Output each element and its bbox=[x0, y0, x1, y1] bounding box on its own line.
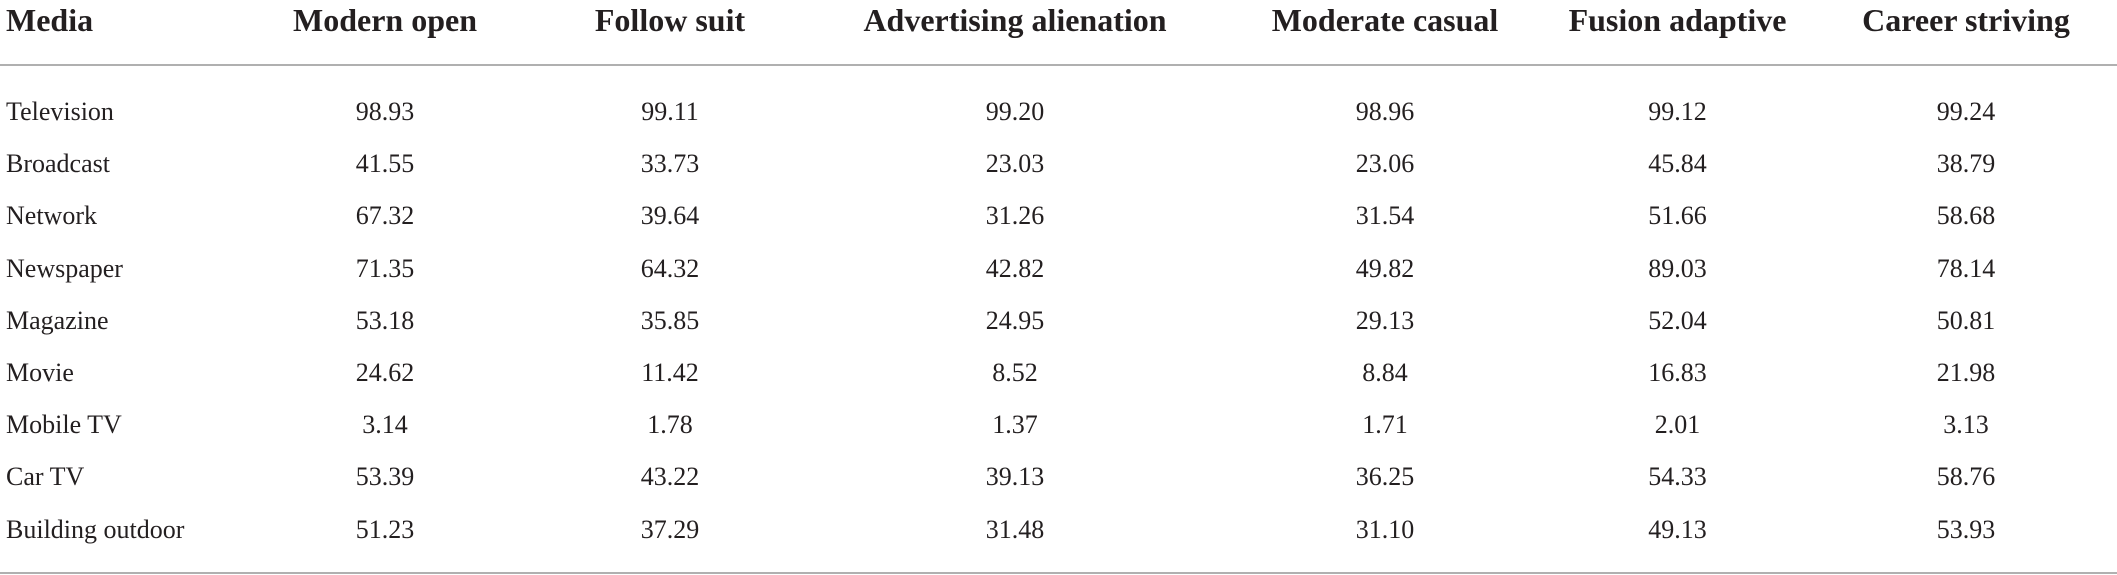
table-header-row: Media Modern open Follow suit Advertisin… bbox=[0, 0, 2117, 66]
table-cell-value: 36.25 bbox=[1355, 462, 1415, 492]
table-cell-value: 67.32 bbox=[355, 201, 415, 231]
table-cell-value: 52.04 bbox=[1648, 305, 1707, 335]
table-row: Building outdoor 51.23 37.29 31.48 31.10 49.1… bbox=[0, 503, 2117, 574]
table-cell-value: 39.13 bbox=[985, 462, 1045, 492]
row-label-media: Broadcast bbox=[6, 149, 110, 179]
table-cell-value: 45.84 bbox=[1648, 149, 1707, 179]
table-cell-value: 49.82 bbox=[1355, 253, 1415, 283]
table-cell-value: 42.82 bbox=[985, 253, 1045, 283]
table-cell-value: 3.13 bbox=[1943, 410, 1989, 440]
table-row: Magazine 53.18 35.85 24.95 29.13 52.04 50.81 bbox=[0, 295, 2117, 347]
table-cell-value: 99.20 bbox=[985, 97, 1045, 127]
table-cell-value: 2.01 bbox=[1654, 410, 1701, 440]
table-cell-value: 1.37 bbox=[992, 410, 1038, 440]
table-cell-value: 24.62 bbox=[355, 358, 415, 388]
table-cell-value: 33.73 bbox=[640, 149, 700, 179]
table-cell-value: 99.11 bbox=[641, 97, 699, 127]
row-label-media: Building outdoor bbox=[0, 503, 230, 574]
table-cell-value: 1.78 bbox=[647, 410, 693, 440]
row-label-media: Network bbox=[6, 201, 97, 231]
table-cell-value: 41.55 bbox=[355, 149, 415, 179]
table-cell-value: 23.03 bbox=[985, 149, 1045, 179]
table-cell-value: 23.06 bbox=[1355, 149, 1415, 179]
table-cell-value: 3.14 bbox=[362, 410, 408, 440]
column-header-follow-suit: Follow suit bbox=[540, 0, 800, 66]
row-label-media: Magazine bbox=[6, 305, 109, 335]
table-cell-value: 89.03 bbox=[1648, 253, 1707, 283]
table-cell-value: 54.33 bbox=[1648, 462, 1707, 492]
table-cell-value: 31.54 bbox=[1355, 201, 1415, 231]
table-cell-value: 78.14 bbox=[1936, 253, 1996, 283]
table-cell-value: 58.68 bbox=[1936, 201, 1996, 231]
table-cell-value: 11.42 bbox=[641, 358, 699, 388]
table-cell-value: 53.18 bbox=[355, 305, 415, 335]
table-cell-value: 71.35 bbox=[355, 253, 415, 283]
table-cell-value: 21.98 bbox=[1936, 358, 1996, 388]
table-cell-value: 35.85 bbox=[640, 305, 700, 335]
table-cell-value: 49.13 bbox=[1540, 503, 1815, 574]
table-cell-value: 50.81 bbox=[1936, 305, 1996, 335]
table-cell-value: 39.64 bbox=[640, 201, 700, 231]
table-cell-value: 51.66 bbox=[1648, 201, 1707, 231]
table-row: Television 98.93 99.11 99.20 98.96 99.12 99.24 bbox=[0, 65, 2117, 138]
column-header-media: Media bbox=[0, 0, 230, 66]
table-cell-value: 99.24 bbox=[1936, 97, 1996, 127]
column-header-fusion-adaptive: Fusion adaptive bbox=[1540, 0, 1815, 66]
table-cell-value: 98.93 bbox=[355, 97, 415, 127]
table-cell-value: 53.39 bbox=[355, 462, 415, 492]
column-header-moderate-casual: Moderate casual bbox=[1230, 0, 1540, 66]
table-row: Newspaper 71.35 64.32 42.82 49.82 89.03 78.14 bbox=[0, 243, 2117, 295]
table-row: Car TV 53.39 43.22 39.13 36.25 54.33 58.76 bbox=[0, 451, 2117, 503]
table-cell-value: 53.93 bbox=[1815, 503, 2117, 574]
row-label-media: Newspaper bbox=[6, 253, 123, 283]
column-header-advertising-alienation: Advertising alienation bbox=[800, 0, 1230, 66]
column-header-modern-open: Modern open bbox=[230, 0, 540, 66]
table-cell-value: 98.96 bbox=[1355, 97, 1415, 127]
table-row: Movie 24.62 11.42 8.52 8.84 16.83 21.98 bbox=[0, 347, 2117, 399]
column-header-career-striving: Career striving bbox=[1815, 0, 2117, 66]
table-cell-value: 99.12 bbox=[1648, 97, 1707, 127]
table-cell-value: 1.71 bbox=[1362, 410, 1408, 440]
table-cell-value: 51.23 bbox=[230, 503, 540, 574]
row-label-media: Movie bbox=[6, 358, 74, 388]
table-body: Television 98.93 99.11 99.20 98.96 99.12 99.24… bbox=[0, 65, 2117, 574]
row-label-media: Television bbox=[6, 97, 114, 127]
table-cell-value: 31.10 bbox=[1230, 503, 1540, 574]
table-row: Broadcast 41.55 33.73 23.03 23.06 45.84 38.79 bbox=[0, 138, 2117, 190]
table-cell-value: 24.95 bbox=[985, 305, 1045, 335]
table-row: Mobile TV 3.14 1.78 1.37 1.71 2.01 3.13 bbox=[0, 399, 2117, 451]
table-cell-value: 8.84 bbox=[1362, 358, 1408, 388]
table-cell-value: 43.22 bbox=[640, 462, 700, 492]
row-label-media: Car TV bbox=[6, 462, 85, 492]
table-cell-value: 58.76 bbox=[1936, 462, 1996, 492]
table-cell-value: 37.29 bbox=[540, 503, 800, 574]
table-cell-value: 16.83 bbox=[1648, 358, 1707, 388]
table-cell-value: 29.13 bbox=[1355, 305, 1415, 335]
table-cell-value: 38.79 bbox=[1936, 149, 1996, 179]
row-label-media: Mobile TV bbox=[6, 410, 122, 440]
table-row: Network 67.32 39.64 31.26 31.54 51.66 58.68 bbox=[0, 190, 2117, 242]
table-cell-value: 31.26 bbox=[985, 201, 1045, 231]
table-cell-value: 8.52 bbox=[992, 358, 1038, 388]
table-cell-value: 64.32 bbox=[640, 253, 700, 283]
table-cell-value: 31.48 bbox=[800, 503, 1230, 574]
